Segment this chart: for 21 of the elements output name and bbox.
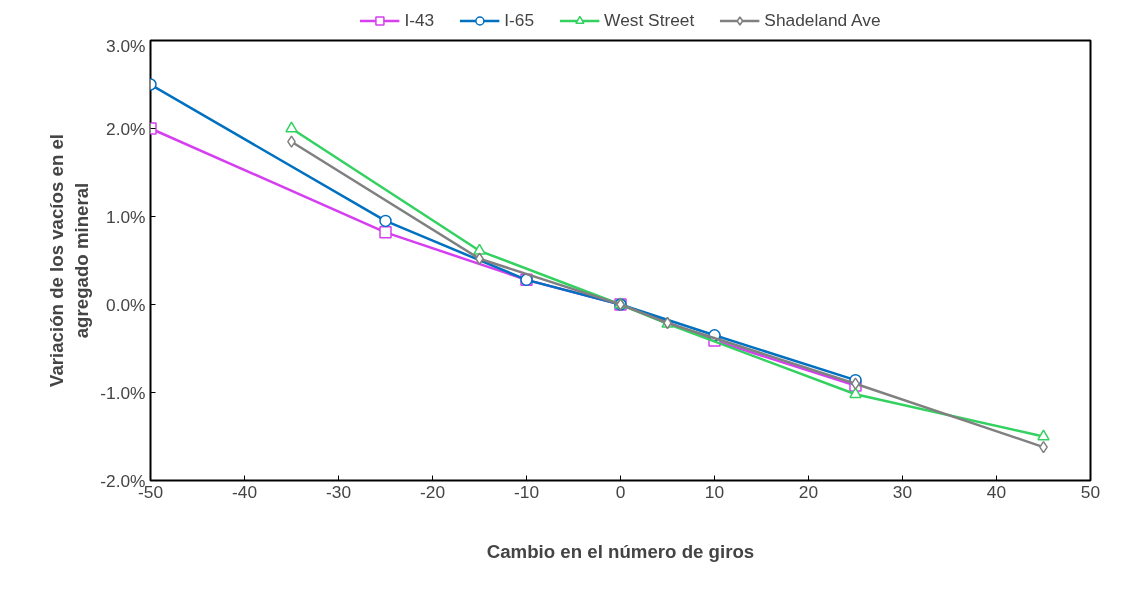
y-tick-label: 2.0% — [106, 118, 146, 139]
x-tick-label: 20 — [798, 481, 819, 502]
x-tick-label: 10 — [704, 481, 725, 502]
x-tick-label: 50 — [1080, 481, 1101, 502]
y-axis-title: Variación de los vacíos en el agregado mineral — [46, 133, 93, 388]
x-tick-label: 40 — [986, 481, 1007, 502]
y-tick-label: 1.0% — [106, 206, 146, 227]
x-tick-label: -20 — [419, 481, 446, 502]
y-tick-label: 0.0% — [106, 294, 146, 315]
y-tick-label: -1.0% — [100, 382, 146, 403]
x-tick-label: -30 — [325, 481, 352, 502]
legend-label: West Street — [604, 9, 695, 31]
x-tick-label: 0 — [615, 481, 626, 502]
y-tick-label: 3.0% — [106, 35, 146, 56]
x-tick-label: -10 — [513, 481, 540, 502]
legend-label: I-65 — [504, 9, 535, 31]
x-tick-label: -40 — [231, 481, 258, 502]
x-axis-title: Cambio en el número de giros — [486, 540, 755, 562]
legend-label: Shadeland Ave — [764, 9, 881, 31]
legend-label: I-43 — [404, 9, 435, 31]
x-tick-label: 30 — [892, 481, 913, 502]
